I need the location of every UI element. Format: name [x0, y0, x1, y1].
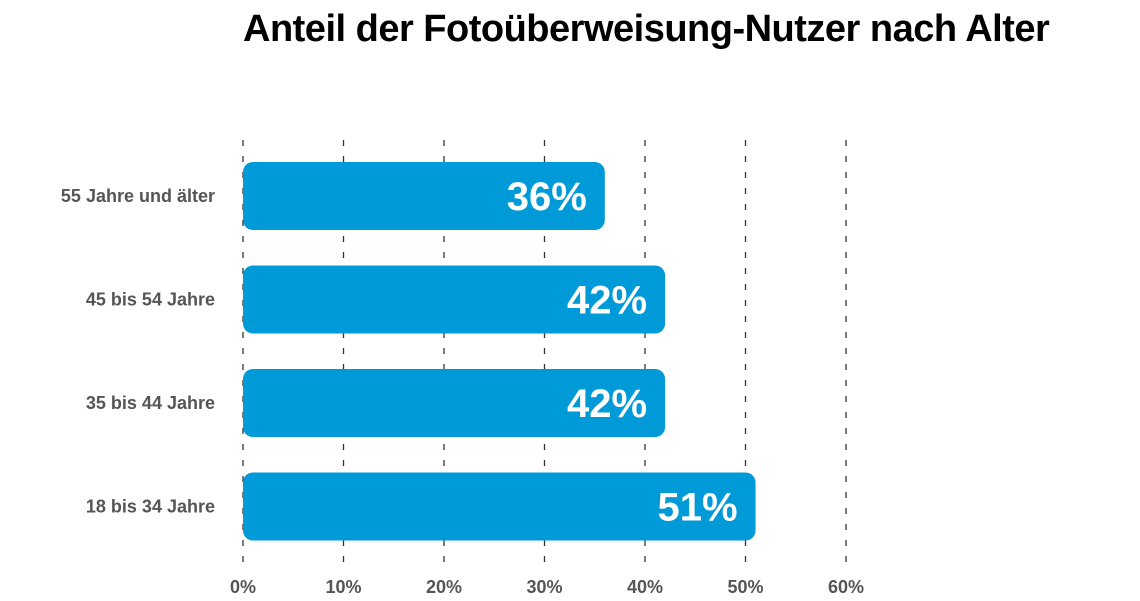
- x-tick-label: 30%: [526, 577, 562, 597]
- bar-group: 42%: [243, 265, 666, 334]
- bar-value-label: 51%: [657, 486, 737, 530]
- bar-value-label: 42%: [567, 382, 647, 426]
- chart-title: Anteil der Fotoüberweisung-Nutzer nach A…: [243, 8, 1050, 50]
- bar: [243, 369, 666, 437]
- bar: [243, 472, 756, 541]
- bars: 36% 42% 42% 51%: [243, 162, 756, 541]
- x-tick-label: 60%: [828, 577, 864, 597]
- grid-lines: [242, 140, 847, 562]
- x-tick-label: 0%: [230, 577, 256, 597]
- category-label: 45 bis 54 Jahre: [86, 290, 215, 310]
- bar: [243, 162, 605, 230]
- bar-value-label: 36%: [507, 175, 587, 219]
- category-label: 55 Jahre und älter: [61, 186, 215, 206]
- x-tick-label: 10%: [325, 577, 361, 597]
- x-tick-label: 50%: [727, 577, 763, 597]
- x-tick-label: 40%: [627, 577, 663, 597]
- bar-group: 51%: [243, 472, 756, 541]
- category-label: 18 bis 34 Jahre: [86, 497, 215, 517]
- bar-group: 42%: [243, 369, 666, 437]
- x-axis-tick-labels: 0% 10% 20% 30% 40% 50% 60%: [230, 577, 864, 597]
- category-labels: 55 Jahre und älter 45 bis 54 Jahre 35 bis …: [61, 186, 215, 517]
- category-label: 35 bis 44 Jahre: [86, 393, 215, 413]
- x-tick-label: 20%: [426, 577, 462, 597]
- bar-group: 36%: [243, 162, 605, 230]
- bar-value-label: 42%: [567, 279, 647, 323]
- bar: [243, 265, 666, 334]
